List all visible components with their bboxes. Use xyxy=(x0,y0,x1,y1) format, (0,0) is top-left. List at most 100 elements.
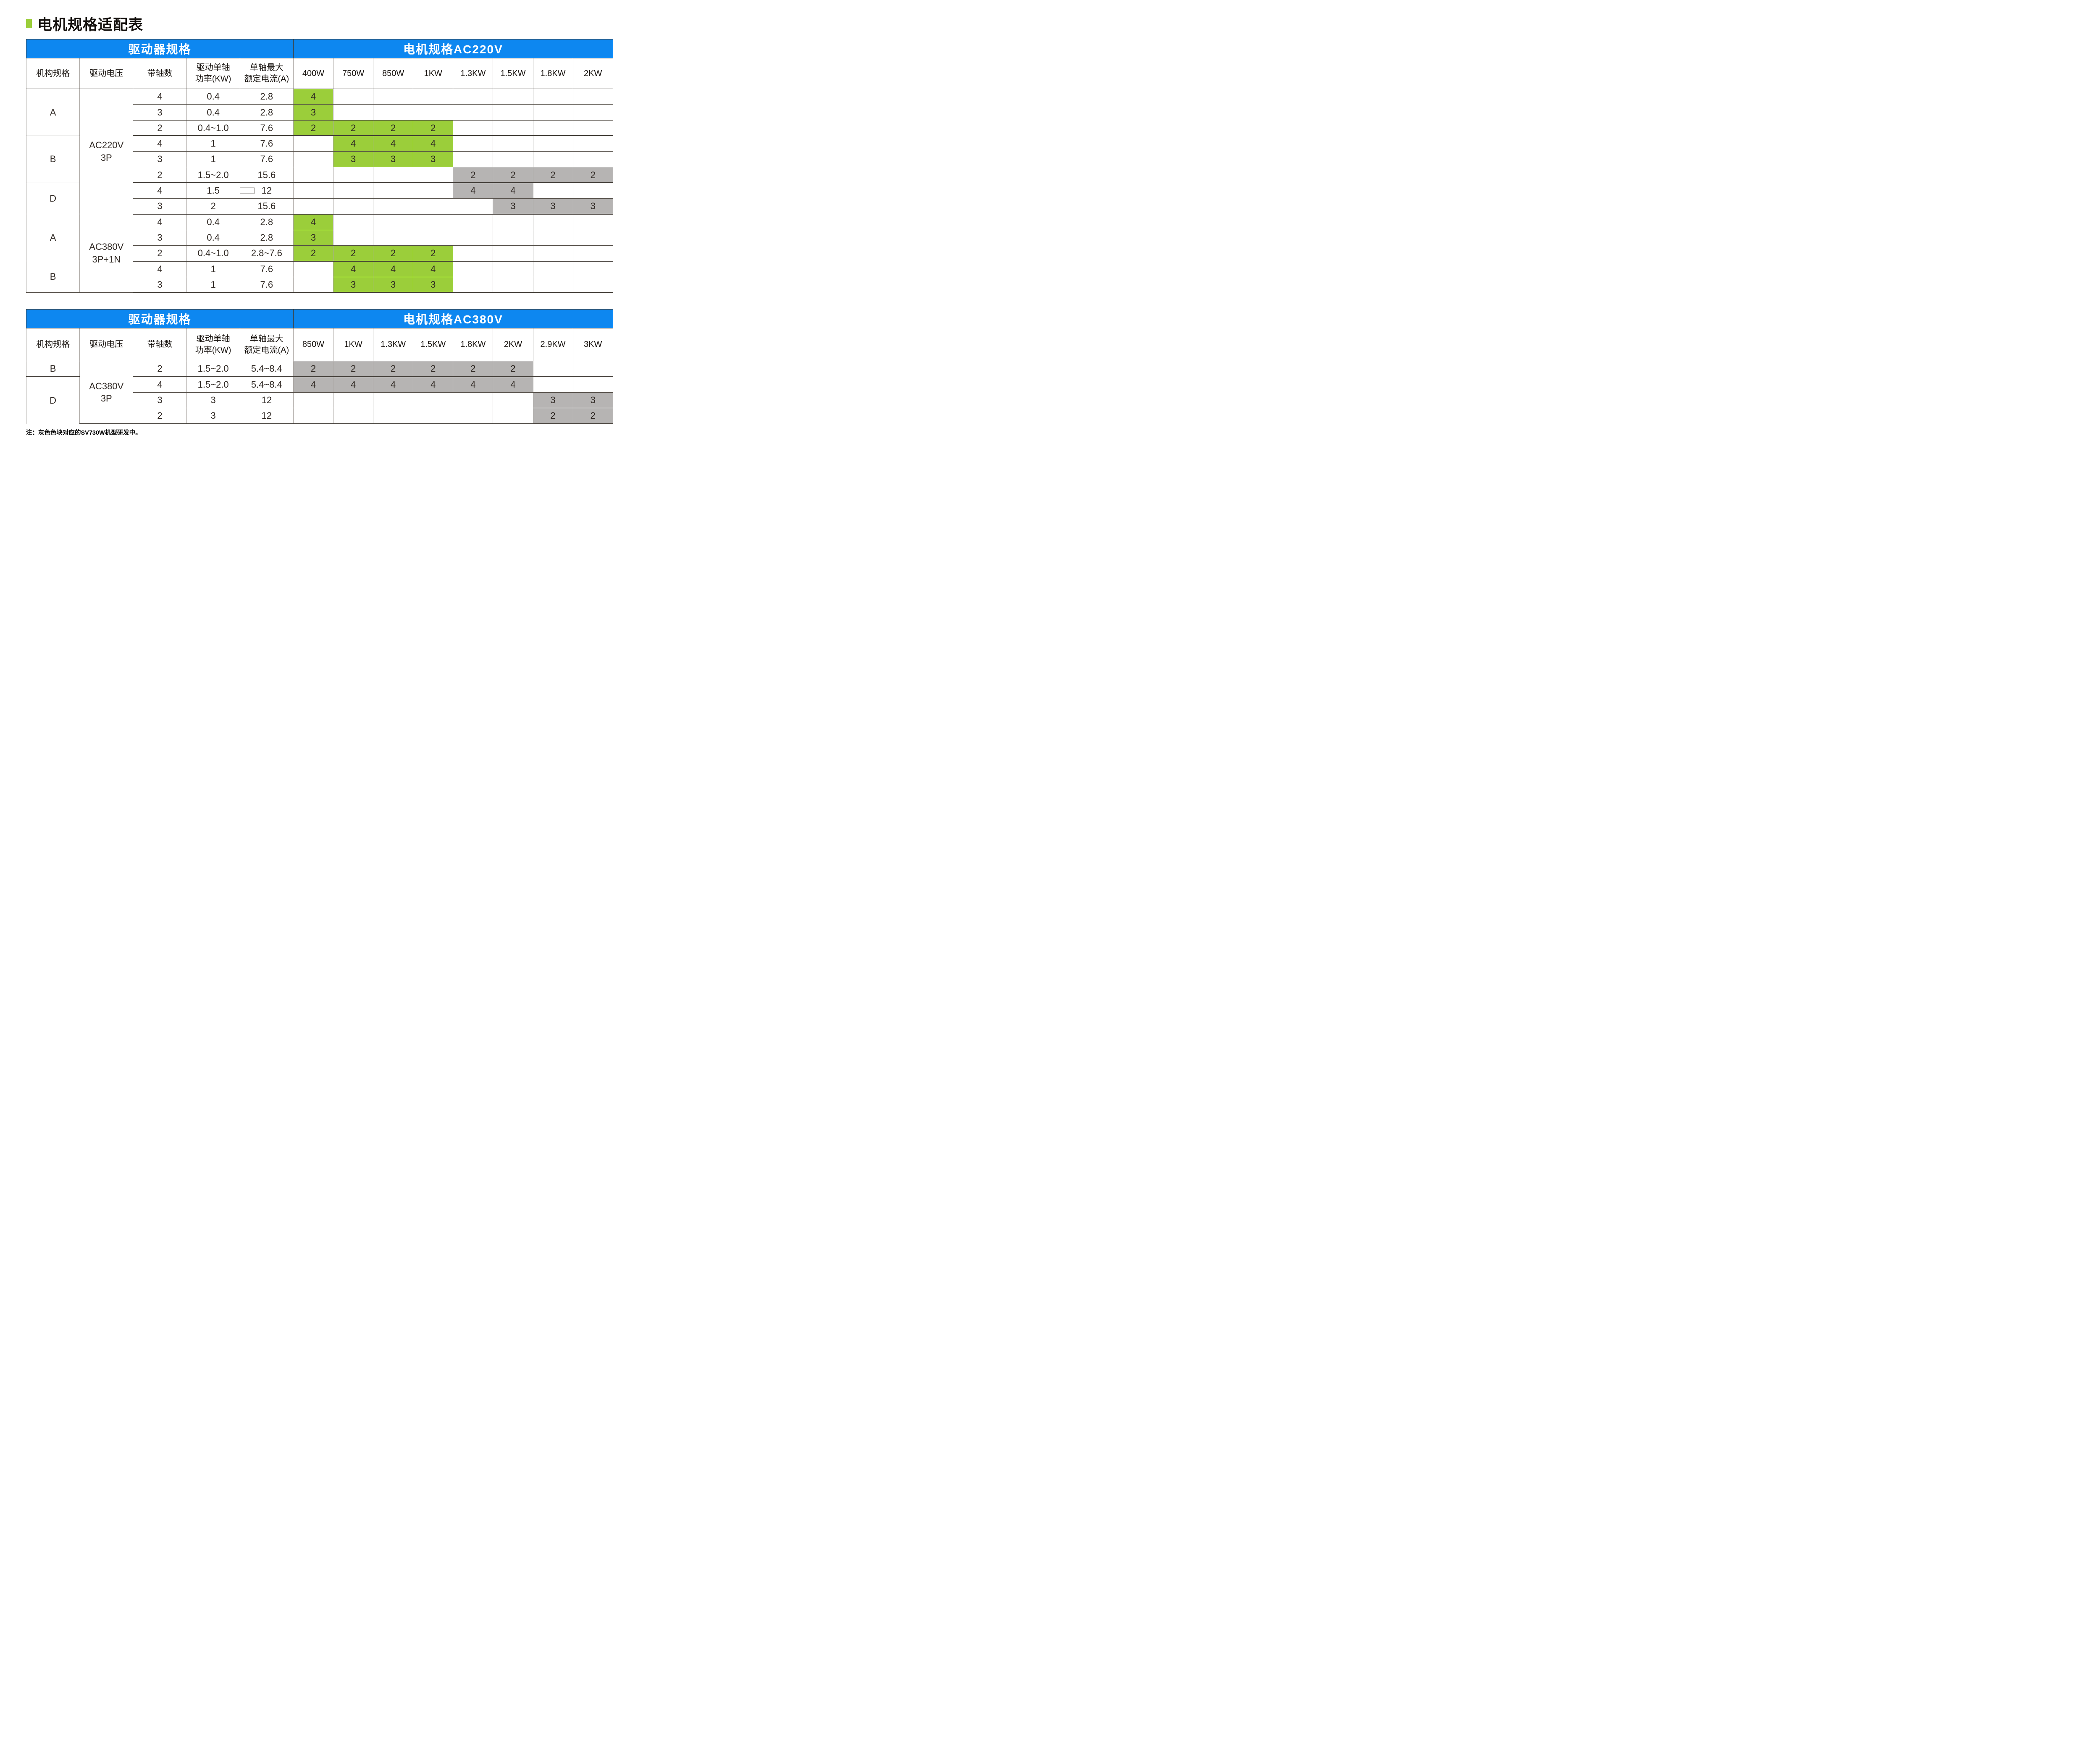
table-row: A AC220V 3P 4 0.4 2.8 4 xyxy=(26,88,613,215)
frame-spec-cell: B xyxy=(26,361,80,378)
spec-column-header: 机构规格 xyxy=(26,328,80,362)
motor-adapt-cell: 4 xyxy=(293,214,334,230)
motor-adapt-cell xyxy=(373,214,414,230)
table-row: 2 0.4~1.0 2.8~7.6 2 2 2 2 xyxy=(26,245,613,262)
rated-current-cell: 7.6 xyxy=(239,120,294,136)
motor-adapt-cell xyxy=(293,261,334,277)
banner-driver-spec: 驱动器规格 xyxy=(26,39,294,58)
motor-column-header: 1.5KW xyxy=(493,58,533,89)
motor-adapt-cell: 4 xyxy=(333,376,374,393)
motor-adapt-cell xyxy=(572,376,613,393)
frame-spec-cell: D xyxy=(26,376,80,424)
motor-adapt-cell: 3 xyxy=(333,276,374,293)
motor-adapt-cell: 4 xyxy=(493,376,533,393)
motor-adapt-cell xyxy=(413,104,454,121)
table-banner-row: 驱动器规格 电机规格AC220V xyxy=(26,39,613,58)
motor-adapt-cell: 4 xyxy=(373,376,414,393)
rated-current-cell: 7.6 xyxy=(239,135,294,152)
rated-current-cell: 12 xyxy=(239,392,294,409)
spec-column-header: 带轴数 xyxy=(133,328,187,362)
axis-power-cell: 0.4 xyxy=(186,88,240,105)
motor-adapt-cell: 4 xyxy=(333,135,374,152)
axis-power-cell: 1.5~2.0 xyxy=(186,167,240,184)
motor-adapt-cell xyxy=(572,361,613,378)
motor-adapt-cell: 3 xyxy=(413,151,454,168)
motor-adapt-cell: 4 xyxy=(413,261,454,277)
drive-voltage-cell: AC380V 3P+1N xyxy=(79,214,134,293)
motor-adapt-cell xyxy=(572,135,613,152)
motor-adapt-cell xyxy=(493,214,533,230)
motor-adapt-cell xyxy=(572,151,613,168)
motor-adapt-cell: 2 xyxy=(373,361,414,378)
motor-adapt-cell: 2 xyxy=(413,361,454,378)
motor-adapt-cell xyxy=(493,104,533,121)
page: 电机规格适配表 驱动器规格 电机规格AC220V 机构规格 驱动电压 带轴数 驱动单轴 功… xyxy=(0,0,630,435)
motor-adapt-cell xyxy=(333,88,374,105)
motor-adapt-cell xyxy=(373,408,414,425)
rated-current-cell: 2.8 xyxy=(239,229,294,246)
motor-adapt-cell xyxy=(493,276,533,293)
motor-adapt-cell xyxy=(333,392,374,409)
motor-adapt-cell xyxy=(413,229,454,246)
motor-adapt-cell xyxy=(373,88,414,105)
motor-column-header: 1KW xyxy=(413,58,454,89)
axes-count-cell: 3 xyxy=(133,276,187,293)
table-row: 3 0.4 2.8 3 xyxy=(26,229,613,246)
axis-power-cell: 1 xyxy=(186,261,240,277)
page-header: 电机规格适配表 xyxy=(26,15,630,33)
table-row: B AC380V 3P 2 1.5~2.0 5.4~8.4 2 2 2 2 2 2 xyxy=(26,361,613,425)
motor-adapt-cell xyxy=(453,261,494,277)
banner-motor-spec: 电机规格AC220V xyxy=(293,39,613,58)
motor-adapt-cell xyxy=(293,167,334,184)
table-row: 3 2 15.6 3 3 3 xyxy=(26,198,613,215)
table-row: D 4 1.5~2.0 5.4~8.4 4 4 4 4 4 4 xyxy=(26,376,613,424)
motor-adapt-cell xyxy=(453,104,494,121)
motor-adapt-cell xyxy=(373,104,414,121)
motor-adapt-cell: 4 xyxy=(333,261,374,277)
rated-current-cell: 5.4~8.4 xyxy=(239,361,294,378)
motor-adapt-cell xyxy=(453,198,494,215)
motor-adapt-cell xyxy=(493,261,533,277)
motor-adapt-cell xyxy=(333,182,374,199)
table-row: 3 0.4 2.8 3 xyxy=(26,104,613,121)
motor-adapt-cell xyxy=(572,245,613,262)
motor-adapt-cell: 2 xyxy=(293,120,334,136)
motor-adapt-cell xyxy=(453,135,494,152)
frame-spec-cell: D xyxy=(26,182,80,215)
motor-adapt-cell: 4 xyxy=(413,135,454,152)
motor-adapt-cell xyxy=(453,120,494,136)
motor-adapt-cell xyxy=(333,167,374,184)
motor-adapt-cell: 4 xyxy=(293,376,334,393)
motor-adapt-cell xyxy=(413,408,454,425)
axis-power-cell: 1.5~2.0 xyxy=(186,376,240,393)
motor-adapt-cell xyxy=(493,392,533,409)
motor-adapt-cell: 3 xyxy=(413,276,454,293)
motor-column-header: 1.3KW xyxy=(373,328,414,362)
rated-current-cell: 12 xyxy=(239,408,294,425)
axes-count-cell: 3 xyxy=(133,151,187,168)
table-row: 3 3 12 3 3 xyxy=(26,392,613,409)
spec-column-header: 驱动电压 xyxy=(79,328,134,362)
motor-adapt-cell: 3 xyxy=(373,151,414,168)
spec-column-header: 单轴最大 额定电流(A) xyxy=(239,58,294,89)
rated-current-cell: 2.8 xyxy=(239,214,294,230)
drive-voltage-cell: AC220V 3P xyxy=(79,88,134,215)
table-row: A AC380V 3P+1N 4 0.4 2.8 4 xyxy=(26,214,613,293)
motor-column-header: 1.5KW xyxy=(413,328,454,362)
motor-adapt-cell: 2 xyxy=(453,167,494,184)
motor-adapt-cell xyxy=(453,392,494,409)
motor-adapt-cell xyxy=(533,88,573,105)
motor-column-header: 2KW xyxy=(572,58,613,89)
motor-adapt-cell: 4 xyxy=(373,261,414,277)
motor-adapt-cell xyxy=(493,229,533,246)
axes-count-cell: 4 xyxy=(133,182,187,199)
axes-count-cell: 2 xyxy=(133,120,187,136)
motor-adapt-cell: 2 xyxy=(453,361,494,378)
motor-adapt-cell xyxy=(293,276,334,293)
motor-adapt-cell xyxy=(293,151,334,168)
motor-adapt-cell xyxy=(333,408,374,425)
table-row: 2 0.4~1.0 7.6 2 2 2 2 xyxy=(26,120,613,136)
motor-adapt-cell xyxy=(413,182,454,199)
rated-current-cell: 12 xyxy=(239,182,294,199)
motor-adapt-cell: 3 xyxy=(373,276,414,293)
